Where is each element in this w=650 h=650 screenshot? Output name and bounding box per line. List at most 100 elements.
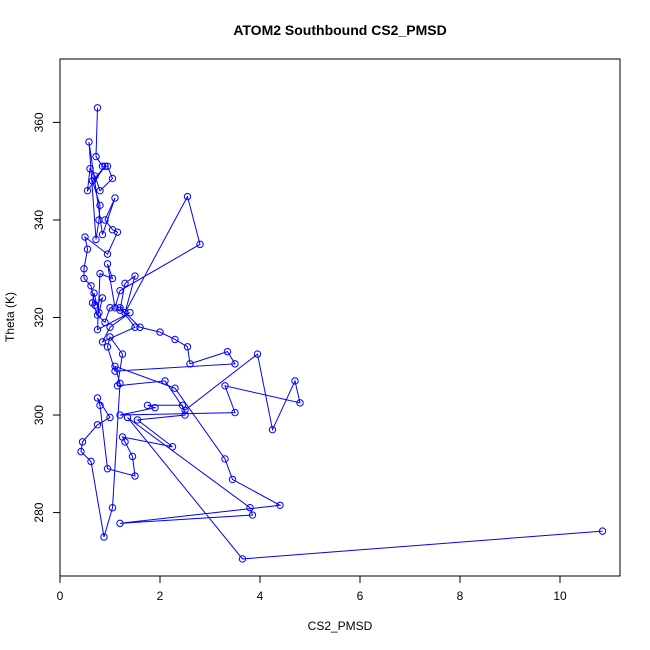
- data-point: [98, 162, 107, 171]
- y-axis: 280 300 320 340 360: [32, 112, 60, 523]
- x-tick-label: 8: [457, 589, 464, 603]
- data-point: [168, 443, 177, 451]
- data-point: [296, 399, 304, 407]
- data-point: [181, 411, 189, 419]
- data-point: [228, 475, 237, 484]
- data-point: [111, 194, 119, 202]
- data-point: [106, 413, 114, 422]
- data-point: [101, 162, 109, 171]
- data-point: [103, 250, 112, 258]
- data-point: [92, 235, 100, 244]
- data-point: [156, 328, 164, 336]
- data-point: [186, 360, 194, 368]
- data-point: [131, 323, 139, 331]
- data-point: [291, 377, 299, 385]
- data-point: [96, 269, 104, 278]
- data-point: [103, 464, 112, 473]
- data-point: [248, 511, 257, 519]
- data-point: [116, 286, 124, 295]
- data-point: [171, 335, 179, 344]
- data-point: [143, 401, 152, 409]
- data-point: [178, 401, 187, 409]
- chart-title: ATOM2 Southbound CS2_PMSD: [233, 22, 446, 38]
- data-points: [77, 104, 607, 563]
- data-point: [136, 323, 144, 331]
- data-point: [103, 343, 112, 351]
- data-point: [196, 240, 204, 249]
- data-point: [100, 533, 108, 541]
- data-point: [121, 308, 129, 317]
- data-point: [101, 216, 109, 224]
- data-point: [131, 472, 139, 480]
- y-tick-label: 280: [32, 502, 46, 522]
- series-line: [80, 107, 603, 560]
- y-tick-label: 300: [32, 405, 46, 425]
- data-point: [221, 382, 229, 390]
- y-axis-label: Theta (K): [3, 292, 17, 342]
- data-point: [123, 413, 132, 422]
- data-point: [116, 304, 124, 312]
- data-point: [253, 350, 262, 358]
- data-point: [96, 201, 104, 210]
- x-tick-label: 2: [157, 589, 164, 603]
- data-point: [83, 186, 92, 195]
- data-point: [121, 438, 129, 446]
- data-point: [90, 289, 98, 297]
- data-point: [91, 301, 99, 310]
- data-point: [108, 274, 117, 283]
- data-point: [108, 174, 117, 183]
- data-point: [246, 504, 254, 512]
- data-point: [92, 152, 100, 161]
- data-point: [87, 282, 95, 290]
- data-point: [171, 384, 179, 392]
- data-point: [83, 245, 92, 253]
- data-point: [93, 394, 102, 402]
- data-point: [98, 338, 107, 346]
- data-point: [116, 379, 124, 388]
- data-point: [106, 304, 114, 312]
- x-tick-label: 6: [357, 589, 364, 603]
- data-point: [121, 279, 129, 288]
- data-point: [93, 421, 102, 429]
- x-tick-label: 4: [257, 589, 264, 603]
- data-point: [96, 401, 104, 409]
- data-point: [113, 228, 122, 236]
- y-tick-label: 360: [32, 112, 46, 132]
- data-point: [221, 455, 229, 463]
- data-point: [598, 527, 607, 535]
- x-tick-label: 0: [57, 589, 64, 603]
- data-point: [98, 294, 107, 302]
- data-point: [183, 343, 192, 351]
- data-point: [93, 325, 102, 334]
- data-point: [128, 452, 137, 461]
- data-point: [231, 408, 239, 417]
- data-point: [111, 362, 119, 370]
- data-point: [77, 447, 85, 456]
- y-tick-label: 320: [32, 307, 46, 327]
- data-point: [93, 311, 102, 319]
- plot-frame: [59, 58, 621, 577]
- data-point: [86, 165, 94, 173]
- data-point: [268, 425, 277, 434]
- data-point: [78, 438, 87, 446]
- data-point: [116, 519, 124, 528]
- x-axis: 0 2 4 6 8 10: [57, 576, 567, 603]
- data-point: [111, 367, 119, 375]
- data-point: [80, 265, 88, 273]
- data-point: [81, 233, 89, 241]
- data-point: [183, 192, 192, 201]
- data-point: [103, 162, 112, 171]
- data-point: [103, 260, 112, 268]
- data-point: [98, 230, 107, 239]
- data-point: [111, 304, 119, 312]
- data-point: [116, 411, 124, 419]
- data-point: [151, 404, 159, 412]
- data-point: [87, 457, 95, 466]
- data-point: [88, 299, 97, 307]
- x-tick-label: 10: [553, 589, 567, 603]
- data-point: [85, 138, 93, 146]
- data-point: [223, 347, 232, 356]
- data-point: [108, 504, 117, 512]
- data-point: [106, 323, 114, 331]
